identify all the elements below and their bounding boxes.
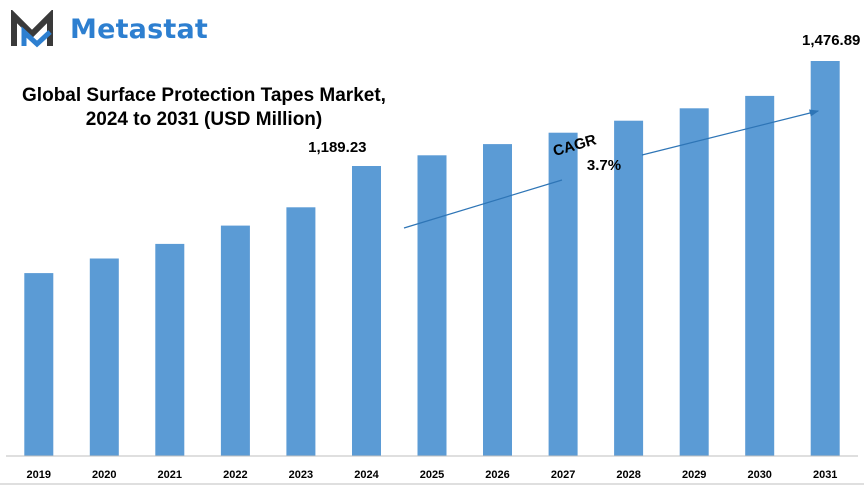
x-tick-label-2029: 2029 [682, 469, 706, 481]
x-tick-label-2030: 2030 [747, 469, 771, 481]
x-tick-label-2019: 2019 [27, 469, 51, 481]
x-tick-label-2022: 2022 [223, 469, 247, 481]
chart-title-line-1: Global Surface Protection Tapes Market, [22, 85, 386, 106]
bar-2029 [679, 108, 709, 457]
bar-2026 [483, 144, 512, 456]
bar-2031 [810, 61, 840, 456]
x-tick-label-2021: 2021 [158, 469, 182, 481]
x-tick-label-2025: 2025 [420, 469, 444, 481]
metastat-logo-icon [11, 10, 53, 48]
x-tick-label-2024: 2024 [354, 469, 379, 481]
bar-2030 [745, 95, 775, 457]
x-tick-label-2020: 2020 [92, 469, 116, 481]
x-tick-label-2028: 2028 [616, 469, 640, 481]
data-label-2031: 1,476.89 [802, 32, 860, 49]
cagr-value: 3.7% [587, 157, 621, 174]
chart-title: Global Surface Protection Tapes Market, … [0, 84, 408, 132]
bar-2022 [220, 225, 250, 456]
bar-2021 [155, 243, 185, 456]
bar-2025 [417, 155, 447, 457]
data-label-2024: 1,189.23 [308, 139, 366, 156]
bar-2020 [89, 258, 119, 456]
brand-logo: Metastat [10, 10, 208, 50]
bar-2024 [352, 166, 381, 456]
chart-title-line-2: 2024 to 2031 (USD Million) [85, 109, 323, 130]
bar-2023 [286, 207, 316, 456]
brand-name: Metastat [70, 14, 209, 45]
x-tick-label-2027: 2027 [551, 469, 575, 481]
cagr-arrow-upper [641, 109, 820, 156]
bar-2028 [614, 120, 644, 456]
x-tick-label-2026: 2026 [485, 469, 509, 481]
bar-2019 [24, 273, 54, 456]
cagr-arrow-lower [403, 179, 563, 229]
x-tick-label-2023: 2023 [289, 469, 313, 481]
x-tick-label-2031: 2031 [813, 469, 837, 481]
bar-2027 [548, 132, 578, 456]
